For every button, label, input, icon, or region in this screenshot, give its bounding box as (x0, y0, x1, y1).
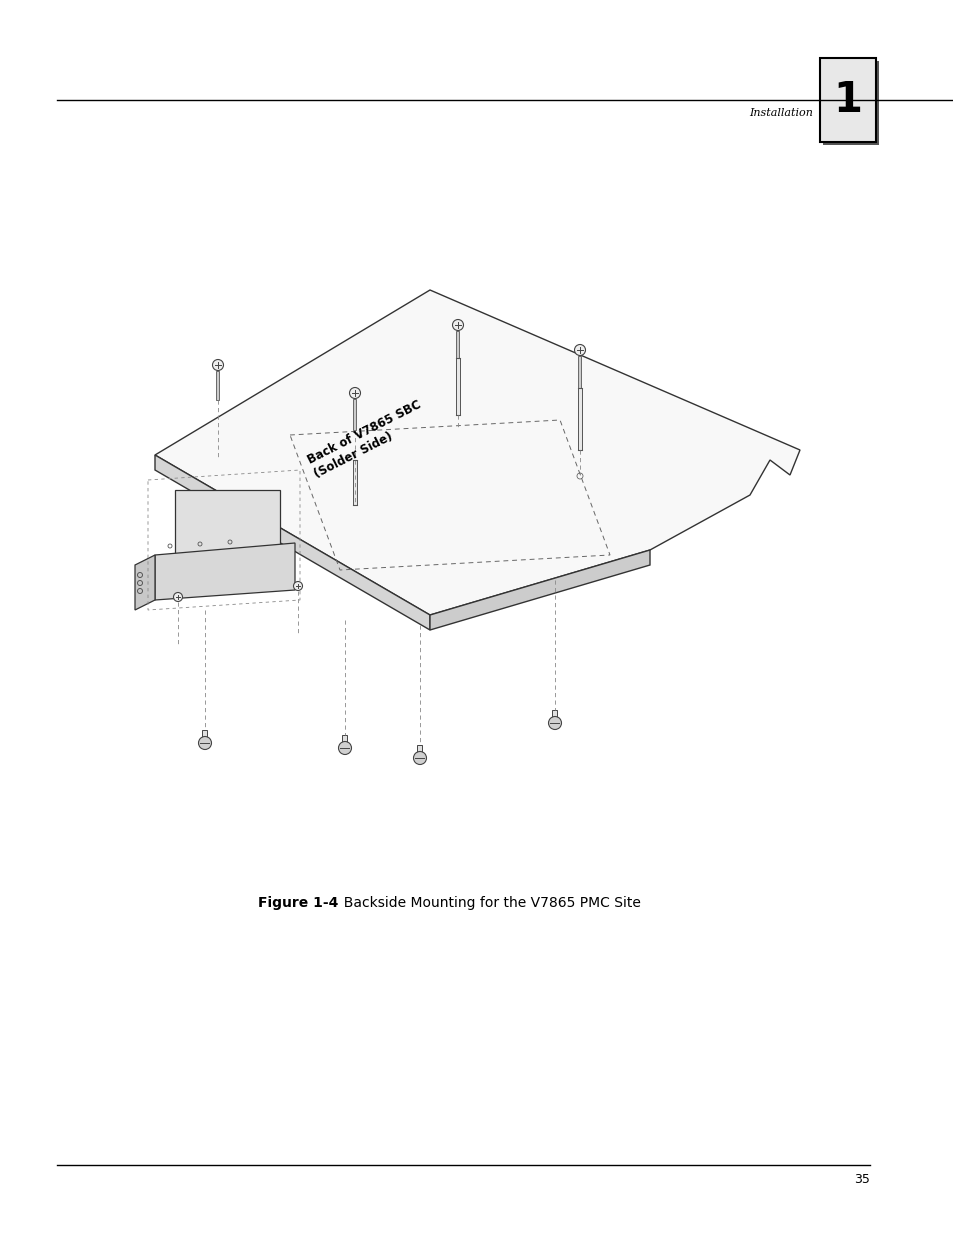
Circle shape (173, 593, 182, 601)
Bar (578, 356, 581, 388)
Polygon shape (135, 555, 154, 610)
Circle shape (574, 345, 585, 356)
Bar (342, 735, 347, 745)
Polygon shape (430, 550, 649, 630)
Bar (822, 61, 878, 144)
Circle shape (294, 582, 302, 590)
Text: Figure 1-4: Figure 1-4 (257, 897, 338, 910)
Bar (456, 331, 459, 358)
Circle shape (349, 388, 360, 399)
Circle shape (338, 741, 351, 755)
Bar (456, 358, 459, 415)
Polygon shape (154, 454, 430, 630)
Text: 35: 35 (853, 1173, 869, 1186)
Text: Backside Mounting for the V7865 PMC Site: Backside Mounting for the V7865 PMC Site (335, 897, 640, 910)
Bar (216, 370, 219, 400)
Circle shape (413, 752, 426, 764)
Polygon shape (154, 543, 294, 600)
Bar (820, 58, 875, 142)
Circle shape (213, 359, 223, 370)
Circle shape (198, 736, 212, 750)
Bar (353, 459, 356, 505)
Text: Back of V7865 SBC
(Solder Side): Back of V7865 SBC (Solder Side) (305, 398, 430, 480)
Circle shape (548, 716, 561, 730)
Circle shape (452, 320, 463, 331)
Bar (552, 710, 557, 720)
Text: Installation: Installation (748, 107, 812, 119)
Bar (417, 745, 422, 755)
Bar (578, 388, 581, 450)
Polygon shape (174, 490, 280, 555)
Bar (354, 399, 356, 430)
Bar (202, 730, 208, 740)
Polygon shape (154, 290, 800, 615)
Text: 1: 1 (833, 79, 862, 121)
